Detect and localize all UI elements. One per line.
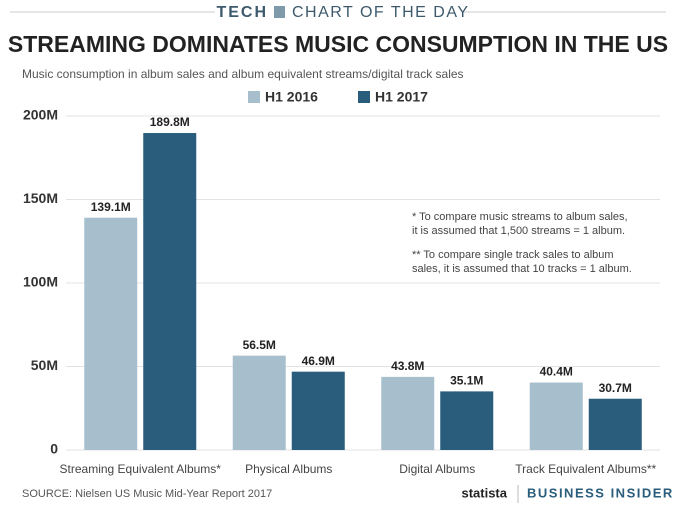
value-label: 56.5M — [243, 338, 276, 352]
chart-title: STREAMING DOMINATES MUSIC CONSUMPTION IN… — [8, 31, 668, 57]
bar — [529, 382, 583, 450]
value-label: 43.8M — [391, 359, 424, 373]
header-icon — [274, 6, 285, 18]
note: it is assumed that 1,500 streams = 1 alb… — [412, 225, 625, 237]
brand-statista: statista — [461, 485, 507, 500]
source: SOURCE: Nielsen US Music Mid-Year Report… — [22, 488, 272, 500]
bar — [291, 371, 345, 450]
legend-swatch — [358, 91, 370, 103]
y-tick-label: 100M — [23, 274, 58, 290]
y-tick-label: 0 — [50, 441, 58, 457]
x-tick-label: Physical Albums — [245, 462, 332, 476]
y-tick-label: 200M — [23, 107, 58, 123]
legend-label: H1 2016 — [265, 89, 318, 105]
value-label: 40.4M — [540, 365, 573, 379]
bar — [381, 376, 435, 450]
bar — [440, 391, 494, 450]
note: * To compare music streams to album sale… — [412, 211, 628, 223]
header-label: CHART OF THE DAY — [292, 4, 470, 21]
x-tick-label: Streaming Equivalent Albums* — [60, 462, 222, 476]
x-tick-label: Digital Albums — [399, 462, 475, 476]
note: ** To compare single track sales to albu… — [412, 249, 614, 261]
value-label: 30.7M — [599, 381, 632, 395]
value-label: 139.1M — [91, 200, 131, 214]
legend-label: H1 2017 — [375, 89, 428, 105]
bar — [232, 355, 286, 450]
brand-bi: BUSINESS INSIDER — [527, 485, 674, 500]
bar — [84, 217, 138, 450]
value-label: 35.1M — [450, 374, 483, 388]
value-label: 189.8M — [150, 115, 190, 129]
bar — [588, 398, 642, 450]
bar — [143, 133, 197, 450]
y-tick-label: 50M — [31, 357, 58, 373]
y-tick-label: 150M — [23, 190, 58, 206]
note: sales, it is assumed that 10 tracks = 1 … — [412, 263, 632, 275]
value-label: 46.9M — [302, 354, 335, 368]
x-tick-label: Track Equivalent Albums** — [515, 462, 656, 476]
header-section: TECH — [216, 4, 268, 21]
chart-subtitle: Music consumption in album sales and alb… — [22, 67, 464, 81]
legend-swatch — [248, 91, 260, 103]
